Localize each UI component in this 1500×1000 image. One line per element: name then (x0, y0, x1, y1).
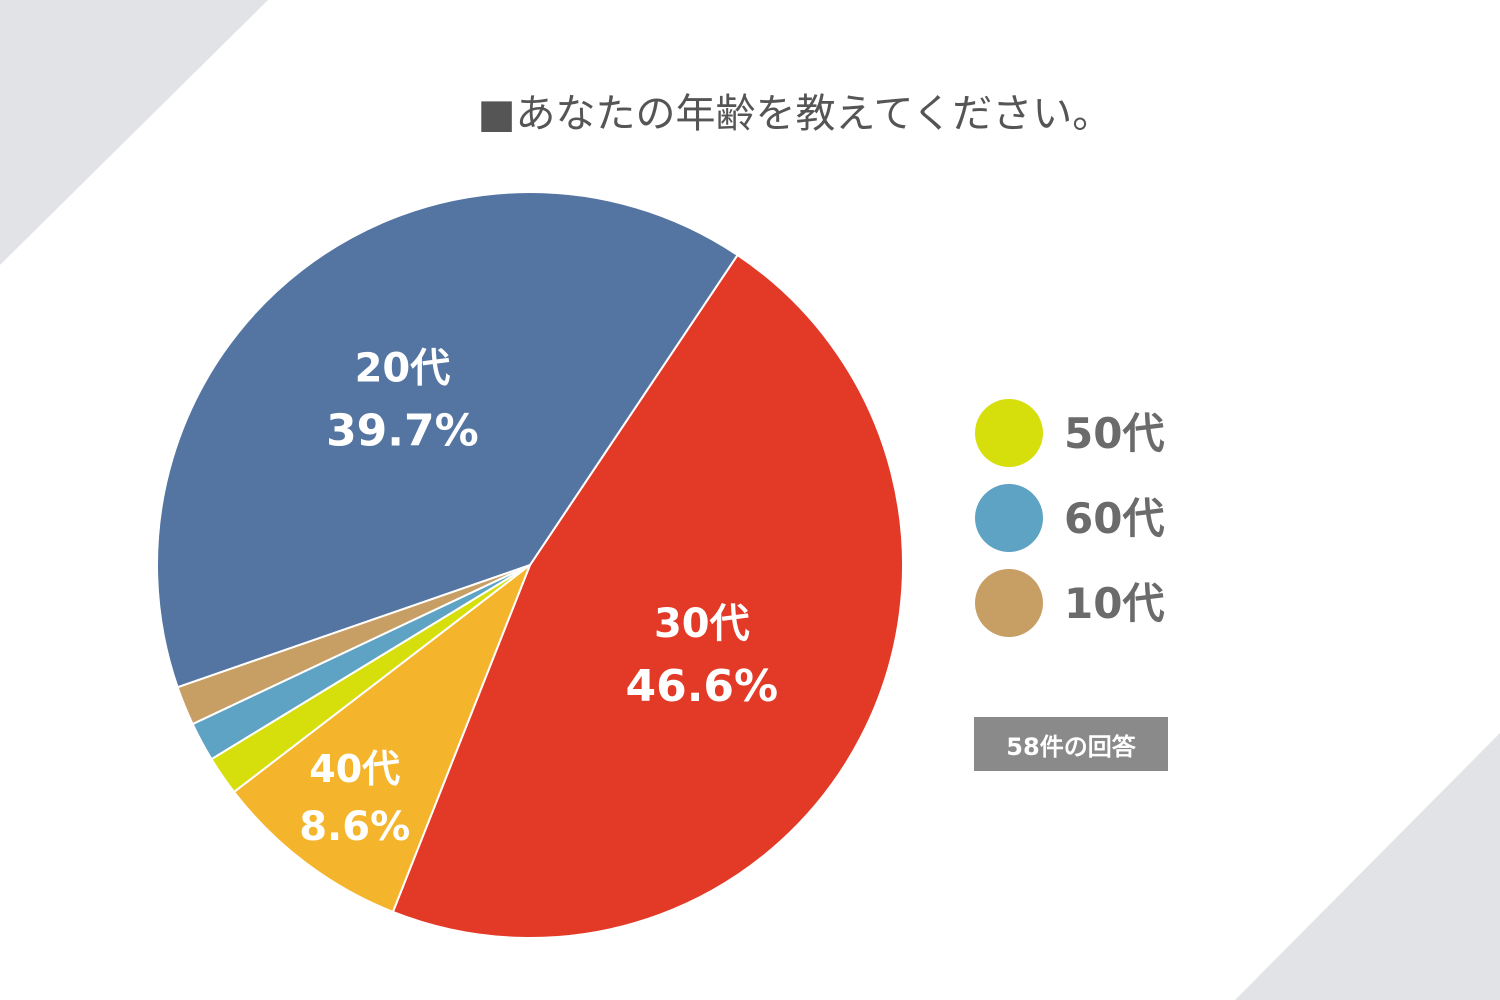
legend-label-2: 60代 (1064, 494, 1164, 543)
pie-slice-1 (391, 253, 904, 939)
pie-slice-2 (232, 562, 533, 914)
legend-swatch-3 (975, 569, 1043, 637)
legend-swatch-2 (975, 484, 1043, 552)
legend-label-1: 50代 (1064, 409, 1164, 458)
decor-band-top-left (0, 0, 268, 265)
pie-slice-2-value-label: 8.6% (299, 804, 410, 850)
legend: 50代 60代 10代 (975, 399, 1164, 637)
pie-slice-1-category-label: 30代 (654, 601, 750, 647)
decor-band-bottom-right (1235, 733, 1500, 1000)
legend-label-3: 10代 (1064, 579, 1164, 628)
pie-chart (156, 191, 904, 939)
pie-slice-6-category-label: 20代 (355, 346, 451, 392)
legend-swatch-1 (975, 399, 1043, 467)
pie-labels: 30代 46.6% 40代 8.6% 20代 39.7% (299, 346, 778, 851)
response-count-badge: 58件の回答 (974, 717, 1168, 771)
pie-slice-2-category-label: 40代 (309, 747, 400, 791)
pie-slice-6-value-label: 39.7% (326, 406, 479, 457)
pie-slice-6 (156, 191, 739, 689)
pie-slice-1-value-label: 46.6% (625, 661, 778, 712)
chart-title: ■あなたの年齢を教えてください。 (478, 91, 1113, 137)
